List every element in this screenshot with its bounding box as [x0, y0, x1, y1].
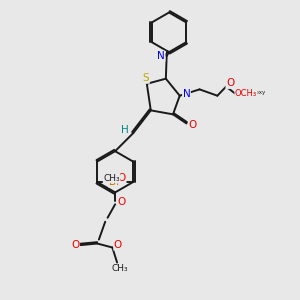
Text: CH₃: CH₃	[111, 264, 128, 273]
Text: O: O	[226, 78, 234, 88]
Text: O: O	[114, 240, 122, 250]
Text: O: O	[118, 173, 126, 183]
Text: O: O	[188, 120, 196, 130]
Text: Br: Br	[109, 177, 121, 187]
Text: O: O	[71, 240, 79, 250]
Text: S: S	[143, 73, 149, 83]
Text: methoxy: methoxy	[241, 90, 266, 95]
Text: OCH₃: OCH₃	[235, 89, 257, 98]
Text: N: N	[183, 89, 190, 99]
Text: O: O	[117, 197, 126, 207]
Text: N: N	[157, 51, 165, 61]
Text: CH₃: CH₃	[103, 174, 120, 183]
Text: H: H	[121, 125, 128, 135]
